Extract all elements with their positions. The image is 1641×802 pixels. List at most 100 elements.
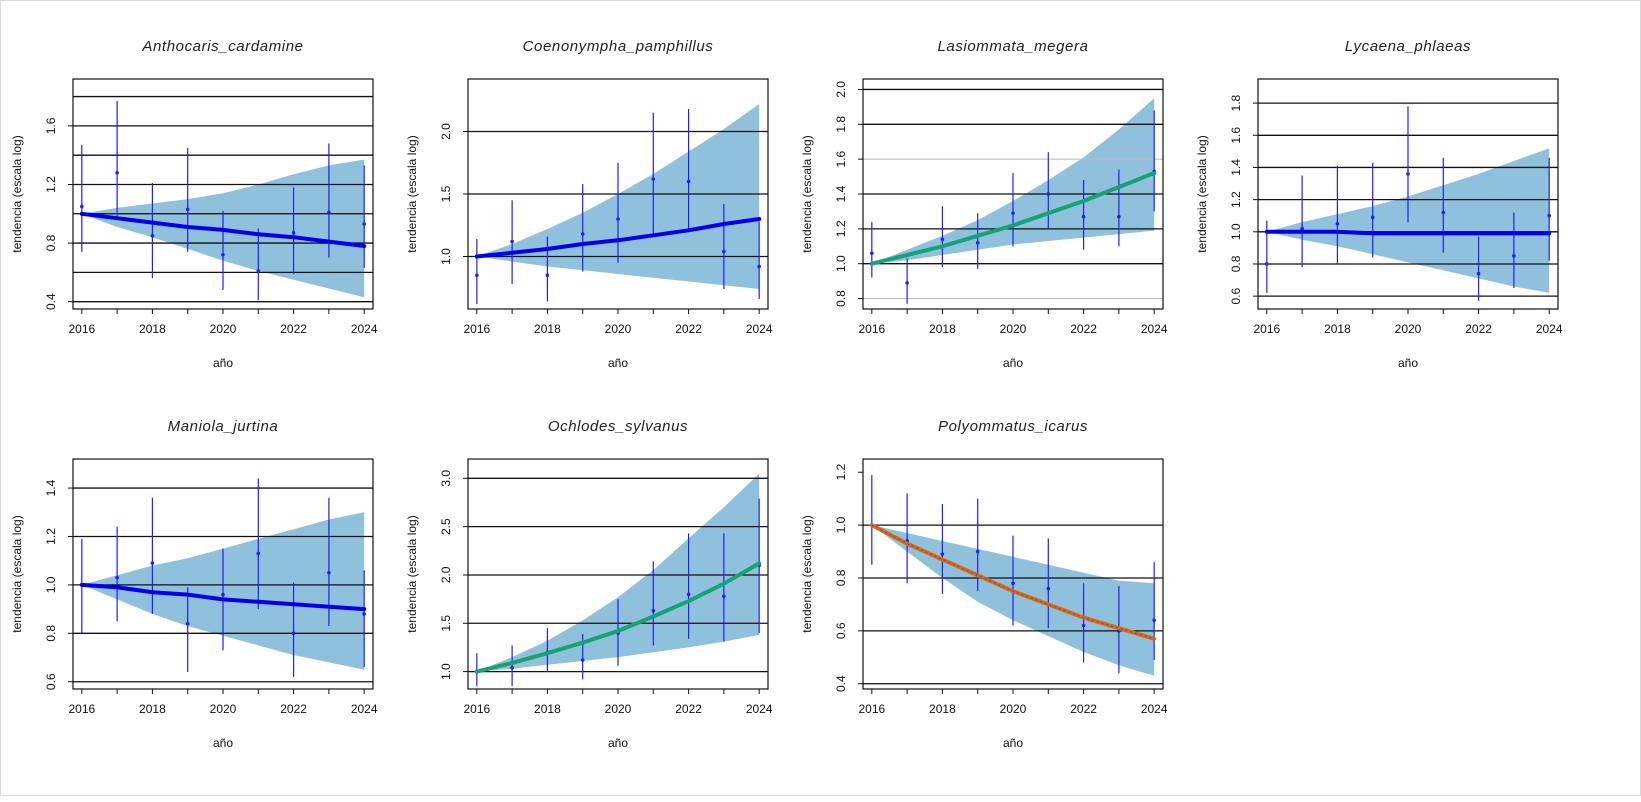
panel-title: Coenonympha_pamphillus xyxy=(523,38,714,55)
data-point xyxy=(115,170,119,175)
y-tick-label: 1.4 xyxy=(834,185,848,202)
data-point xyxy=(975,549,980,554)
x-tick-label: 2016 xyxy=(858,322,885,336)
y-tick-label: 1.0 xyxy=(1229,223,1243,240)
panel-lasiommata-megera: 2016 2018 2020 2022 2024 0.8 1.0 1.2 1.4 1.6 1.8 2.… xyxy=(800,38,1168,370)
x-tick-label: 2018 xyxy=(534,322,561,336)
data-point xyxy=(80,204,84,209)
y-axis-label: tendencia (escala log) xyxy=(800,515,814,632)
data-point xyxy=(256,551,261,556)
x-tick-label: 2024 xyxy=(1141,322,1168,336)
trend-line xyxy=(869,171,1157,266)
x-axis-label: año xyxy=(213,736,233,750)
x-tick-label: 2020 xyxy=(605,322,632,336)
data-point xyxy=(686,179,691,184)
x-tick-label: 2016 xyxy=(858,702,885,716)
data-point xyxy=(221,252,225,257)
data-point xyxy=(510,239,514,244)
data-point xyxy=(616,217,620,221)
y-tick-label: 1.0 xyxy=(439,663,453,680)
y-tick-label: 1.6 xyxy=(1229,127,1243,144)
x-axis-label: año xyxy=(1003,356,1023,370)
y-tick-label: 2.0 xyxy=(439,566,453,583)
trend-line xyxy=(79,211,367,248)
x-tick-label: 2016 xyxy=(68,702,95,716)
x-axis-label: año xyxy=(608,736,628,750)
y-tick-label: 0.8 xyxy=(1229,255,1243,272)
x-tick-label: 2020 xyxy=(210,322,237,336)
y-axis-label: tendencia (escala log) xyxy=(800,135,814,252)
y-tick-label: 3.0 xyxy=(439,470,453,487)
x-tick-label: 2024 xyxy=(1141,702,1168,716)
y-tick-label: 0.4 xyxy=(834,675,848,692)
x-tick-label: 2016 xyxy=(463,322,490,336)
y-tick-label: 2.0 xyxy=(439,123,453,140)
y-tick-label: 0.4 xyxy=(44,293,58,310)
data-point xyxy=(150,233,155,238)
y-tick-label: 0.8 xyxy=(44,625,58,642)
y-tick-label: 0.8 xyxy=(834,569,848,586)
x-tick-label: 2018 xyxy=(1324,322,1351,336)
x-tick-label: 2024 xyxy=(746,322,773,336)
y-tick-label: 0.6 xyxy=(834,622,848,639)
x-tick-label: 2020 xyxy=(605,702,632,716)
data-point xyxy=(905,281,909,285)
data-point xyxy=(940,237,945,242)
y-tick-label: 1.2 xyxy=(1229,191,1243,208)
data-point xyxy=(686,592,691,597)
x-axis-label: año xyxy=(608,356,628,370)
x-tick-label: 2016 xyxy=(1253,322,1280,336)
data-point xyxy=(1300,226,1304,231)
y-tick-label: 1.8 xyxy=(834,116,848,133)
data-point xyxy=(580,658,585,662)
x-tick-label: 2020 xyxy=(1395,322,1422,336)
x-tick-label: 2022 xyxy=(280,322,307,336)
y-tick-label: 1.0 xyxy=(44,576,58,593)
x-tick-label: 2024 xyxy=(351,322,378,336)
y-tick-label: 1.8 xyxy=(1229,94,1243,111)
x-tick-label: 2024 xyxy=(746,702,773,716)
y-tick-label: 0.8 xyxy=(834,290,848,307)
y-tick-label: 0.6 xyxy=(1229,287,1243,304)
data-point xyxy=(185,621,190,626)
data-point xyxy=(185,207,190,212)
y-axis-label: tendencia (escala log) xyxy=(405,135,419,252)
data-point xyxy=(545,273,550,278)
data-point xyxy=(362,222,366,226)
x-tick-label: 2022 xyxy=(1070,702,1097,716)
data-point xyxy=(651,608,656,613)
x-tick-label: 2024 xyxy=(1536,322,1563,336)
data-point xyxy=(757,264,761,269)
x-axis-label: año xyxy=(1398,356,1418,370)
data-point xyxy=(221,592,225,597)
y-tick-label: 1.0 xyxy=(834,255,848,272)
panel-lycaena-phlaeas: 2016 2018 2020 2022 2024 0.6 0.8 1.0 1.2 1.4 1.6 1.… xyxy=(1195,38,1563,370)
panel-ochlodes-sylvanus: 2016 2018 2020 2022 2024 1.0 1.5 2.0 2.5 3.0 Ochlo… xyxy=(405,418,773,750)
y-tick-label: 0.8 xyxy=(44,234,58,251)
data-point xyxy=(1081,623,1086,628)
trend-line xyxy=(1264,229,1552,236)
data-point xyxy=(327,570,331,575)
data-point xyxy=(1046,192,1051,196)
panel-title: Ochlodes_sylvanus xyxy=(548,418,688,435)
y-axis-label: tendencia (escala log) xyxy=(10,135,24,252)
y-tick-label: 1.0 xyxy=(834,516,848,533)
x-tick-label: 2016 xyxy=(68,322,95,336)
data-point xyxy=(1152,618,1156,623)
y-tick-label: 2.5 xyxy=(439,518,453,535)
data-point xyxy=(1081,214,1086,219)
y-axis-label: tendencia (escala log) xyxy=(1195,135,1209,252)
data-point xyxy=(1117,214,1121,219)
data-point xyxy=(115,575,119,580)
x-tick-label: 2022 xyxy=(675,322,702,336)
y-tick-label: 1.2 xyxy=(834,220,848,237)
y-axis-label: tendencia (escala log) xyxy=(10,515,24,632)
data-point xyxy=(975,240,980,245)
data-point xyxy=(722,249,726,254)
data-point xyxy=(1011,211,1015,215)
data-point xyxy=(1011,581,1015,586)
x-tick-label: 2020 xyxy=(1000,322,1027,336)
x-axis-label: año xyxy=(213,356,233,370)
